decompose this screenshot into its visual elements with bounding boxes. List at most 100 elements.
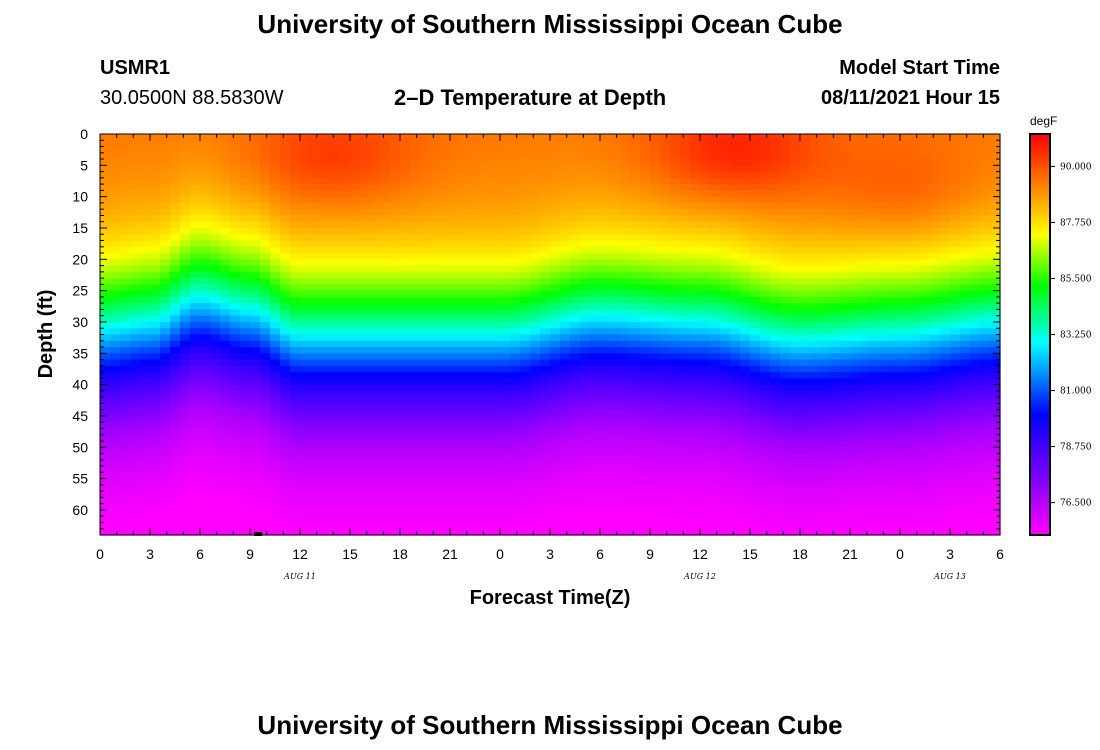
heatmap-cell bbox=[650, 340, 661, 348]
heatmap-cell bbox=[370, 296, 381, 304]
heatmap-cell bbox=[400, 347, 411, 354]
heatmap-cell bbox=[750, 428, 761, 436]
heatmap-cell bbox=[570, 134, 581, 141]
heatmap-cell bbox=[430, 303, 441, 311]
heatmap-cell bbox=[660, 390, 671, 398]
heatmap-cell bbox=[250, 184, 261, 191]
heatmap-cell bbox=[350, 196, 361, 204]
heatmap-cell bbox=[820, 415, 831, 423]
heatmap-cell bbox=[380, 221, 391, 229]
heatmap-cell bbox=[590, 159, 601, 166]
heatmap-cell bbox=[270, 315, 281, 323]
heatmap-cell bbox=[470, 271, 481, 279]
heatmap-cell bbox=[740, 303, 751, 311]
heatmap-cell bbox=[790, 259, 801, 267]
heatmap-cell bbox=[770, 321, 781, 329]
heatmap-cell bbox=[800, 359, 811, 367]
heatmap-cell bbox=[450, 303, 461, 311]
heatmap-cell bbox=[150, 509, 161, 517]
heatmap-cell bbox=[310, 240, 321, 248]
heatmap-cell bbox=[550, 309, 561, 317]
heatmap-cell bbox=[510, 309, 521, 317]
heatmap-cell bbox=[590, 522, 601, 530]
heatmap-cell bbox=[670, 315, 681, 323]
heatmap-cell bbox=[560, 134, 571, 141]
heatmap-cell bbox=[700, 227, 711, 235]
heatmap-cell bbox=[870, 466, 881, 473]
heatmap-cell bbox=[670, 190, 681, 198]
heatmap-cell bbox=[680, 309, 691, 317]
heatmap-cell bbox=[260, 315, 271, 323]
heatmap-cell bbox=[150, 390, 161, 398]
heatmap-cell bbox=[500, 334, 511, 342]
heatmap-cell bbox=[410, 215, 421, 223]
heatmap-cell bbox=[850, 196, 861, 204]
heatmap-cell bbox=[240, 184, 251, 191]
heatmap-cell bbox=[820, 140, 831, 148]
heatmap-cell bbox=[740, 334, 751, 342]
heatmap-cell bbox=[380, 165, 391, 173]
heatmap-cell bbox=[510, 253, 521, 260]
heatmap-cell bbox=[360, 240, 371, 248]
heatmap-cell bbox=[460, 466, 471, 473]
heatmap-cell bbox=[360, 365, 371, 373]
heatmap-cell bbox=[420, 290, 431, 298]
heatmap-cell bbox=[110, 209, 121, 217]
heatmap-cell bbox=[680, 321, 691, 329]
heatmap-cell bbox=[110, 359, 121, 367]
heatmap-cell bbox=[110, 497, 121, 505]
heatmap-cell bbox=[690, 290, 701, 298]
heatmap-cell bbox=[630, 146, 641, 154]
heatmap-cell bbox=[160, 447, 171, 455]
heatmap-cell bbox=[380, 478, 391, 486]
heatmap-cell bbox=[280, 409, 291, 417]
heatmap-cell bbox=[580, 259, 591, 267]
heatmap-cell bbox=[810, 472, 821, 480]
heatmap-cell bbox=[680, 528, 691, 536]
heatmap-cell bbox=[200, 491, 211, 499]
heatmap-cell bbox=[440, 353, 451, 361]
heatmap-cell bbox=[630, 227, 641, 235]
heatmap-cell bbox=[680, 347, 691, 354]
heatmap-cell bbox=[390, 146, 401, 154]
heatmap-cell bbox=[770, 309, 781, 317]
heatmap-cell bbox=[250, 403, 261, 411]
heatmap-cell bbox=[420, 503, 431, 511]
heatmap-cell bbox=[790, 165, 801, 173]
heatmap-cell bbox=[790, 234, 801, 242]
heatmap-cell bbox=[770, 140, 781, 148]
heatmap-cell bbox=[190, 265, 201, 273]
heatmap-cell bbox=[310, 434, 321, 442]
heatmap-cell bbox=[300, 221, 311, 229]
heatmap-cell bbox=[860, 315, 871, 323]
heatmap-cell bbox=[740, 184, 751, 191]
heatmap-cell bbox=[730, 196, 741, 204]
heatmap-cell bbox=[130, 428, 141, 436]
heatmap-cell bbox=[440, 265, 451, 273]
heatmap-cell bbox=[470, 259, 481, 267]
heatmap-cell bbox=[520, 441, 531, 448]
heatmap-cell bbox=[550, 177, 561, 185]
heatmap-cell bbox=[570, 221, 581, 229]
heatmap-cell bbox=[330, 365, 341, 373]
heatmap-cell bbox=[810, 265, 821, 273]
heatmap-cell bbox=[530, 372, 541, 379]
heatmap-cell bbox=[620, 497, 631, 505]
heatmap-cell bbox=[720, 321, 731, 329]
heatmap-cell bbox=[610, 347, 621, 354]
heatmap-cell bbox=[790, 491, 801, 499]
heatmap-cell bbox=[210, 384, 221, 392]
heatmap-cell bbox=[570, 484, 581, 492]
heatmap-cell bbox=[650, 140, 661, 148]
heatmap-cell bbox=[450, 378, 461, 386]
heatmap-cell bbox=[560, 209, 571, 217]
heatmap-cell bbox=[680, 271, 691, 279]
heatmap-cell bbox=[570, 466, 581, 473]
heatmap-cell bbox=[750, 196, 761, 204]
heatmap-cell bbox=[800, 340, 811, 348]
heatmap-cell bbox=[850, 415, 861, 423]
heatmap-cell bbox=[500, 227, 511, 235]
heatmap-cell bbox=[770, 202, 781, 210]
heatmap-cell bbox=[520, 497, 531, 505]
heatmap-cell bbox=[780, 171, 791, 179]
